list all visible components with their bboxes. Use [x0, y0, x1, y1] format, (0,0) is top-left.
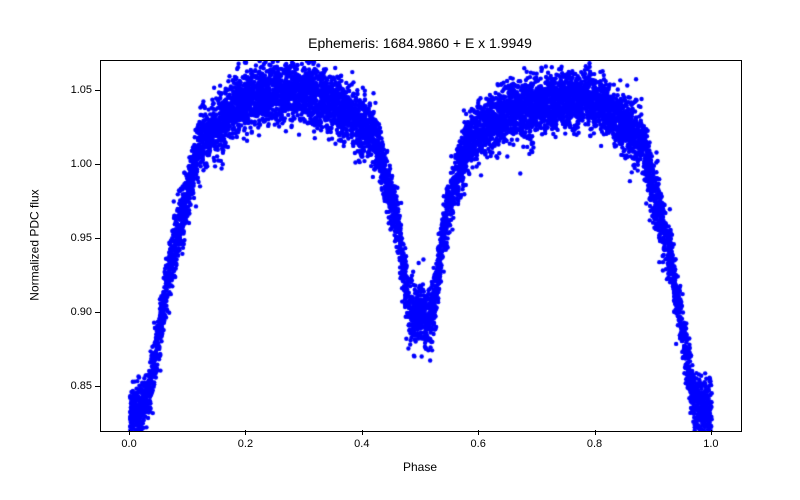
scatter-canvas	[101, 61, 741, 431]
x-tick	[711, 430, 712, 435]
x-tick	[595, 430, 596, 435]
y-tick	[95, 164, 100, 165]
y-tick	[95, 386, 100, 387]
y-tick	[95, 90, 100, 91]
y-tick	[95, 312, 100, 313]
y-tick-label: 0.95	[52, 232, 92, 244]
x-tick	[129, 430, 130, 435]
x-tick-label: 0.2	[238, 438, 253, 450]
y-axis-label: Normalized PDC flux	[28, 189, 42, 300]
y-axis-label-container: Normalized PDC flux	[25, 60, 45, 430]
x-tick	[362, 430, 363, 435]
x-tick-label: 0.6	[471, 438, 486, 450]
x-axis-label: Phase	[100, 460, 740, 474]
x-tick-label: 0.8	[587, 438, 602, 450]
y-tick-label: 0.85	[52, 380, 92, 392]
y-tick-label: 1.00	[52, 158, 92, 170]
y-tick-label: 0.90	[52, 306, 92, 318]
x-tick-label: 0.4	[354, 438, 369, 450]
plot-area	[100, 60, 742, 432]
x-tick	[245, 430, 246, 435]
chart-title: Ephemeris: 1684.9860 + E x 1.9949	[100, 35, 740, 51]
x-tick-label: 1.0	[703, 438, 718, 450]
figure: Ephemeris: 1684.9860 + E x 1.9949 Normal…	[0, 0, 800, 500]
x-tick	[478, 430, 479, 435]
y-tick	[95, 238, 100, 239]
y-tick-label: 1.05	[52, 84, 92, 96]
x-tick-label: 0.0	[121, 438, 136, 450]
